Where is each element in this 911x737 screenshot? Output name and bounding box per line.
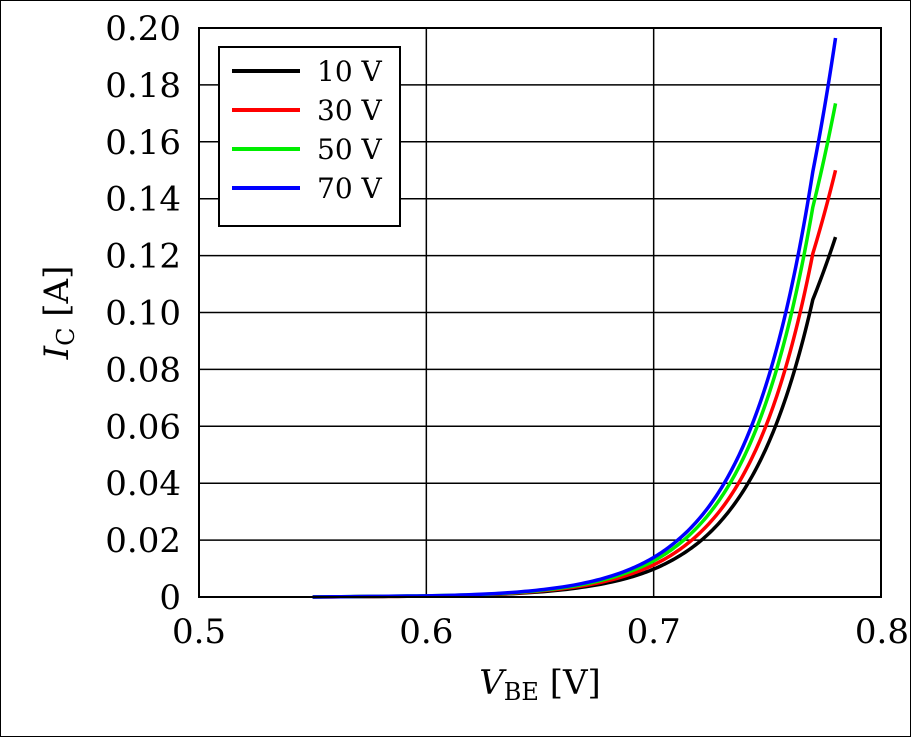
legend-label: 70 V	[317, 172, 383, 205]
series-line-10v	[312, 236, 838, 599]
series-line-30v	[312, 169, 838, 599]
legend-label: 10 V	[317, 55, 383, 88]
x-tick-labels: 0.5 0.6 0.7 0.8	[172, 612, 909, 652]
plot-area	[198, 27, 882, 598]
y-tick-label: 0.02	[105, 521, 181, 561]
y-axis-label-unit: [A]	[37, 266, 77, 328]
y-tick-label: 0.08	[105, 350, 181, 390]
y-tick-label: 0.20	[105, 9, 181, 49]
x-axis-label-main: V	[479, 663, 507, 703]
series-line-70v	[312, 37, 838, 599]
legend-label: 30 V	[317, 94, 383, 127]
y-tick-label: 0.16	[105, 123, 181, 163]
x-axis-label-unit: [V]	[539, 663, 601, 703]
y-tick-label: 0.12	[105, 237, 181, 277]
y-tick-label: 0.06	[105, 407, 181, 447]
x-tick-label: 0.6	[399, 612, 453, 652]
x-axis-label-sub: BE	[504, 678, 539, 706]
y-tick-label: 0.14	[105, 180, 181, 220]
x-tick-label: 0.8	[855, 612, 909, 652]
y-tick-label: 0.10	[105, 294, 181, 334]
y-tick-label: 0.04	[105, 464, 181, 504]
y-tick-label: 0.18	[105, 66, 181, 106]
y-axis-label-main: I	[37, 345, 77, 360]
legend: 10 V 30 V 50 V 70 V	[218, 46, 401, 227]
x-axis-label: VBE [V]	[479, 663, 601, 706]
legend-label: 50 V	[317, 133, 383, 166]
series-lines	[312, 37, 838, 599]
x-tick-label: 0.7	[627, 612, 681, 652]
x-tick-label: 0.5	[172, 612, 226, 652]
y-tick-label: 0	[159, 578, 181, 618]
legend-box	[218, 46, 401, 227]
y-axis-label-sub: C	[52, 328, 80, 346]
y-tick-labels: 0 0.02 0.04 0.06 0.08 0.10 0.12 0.14 0.16 0.18 0.2…	[105, 9, 181, 618]
y-axis-label: IC [A]	[37, 266, 80, 361]
